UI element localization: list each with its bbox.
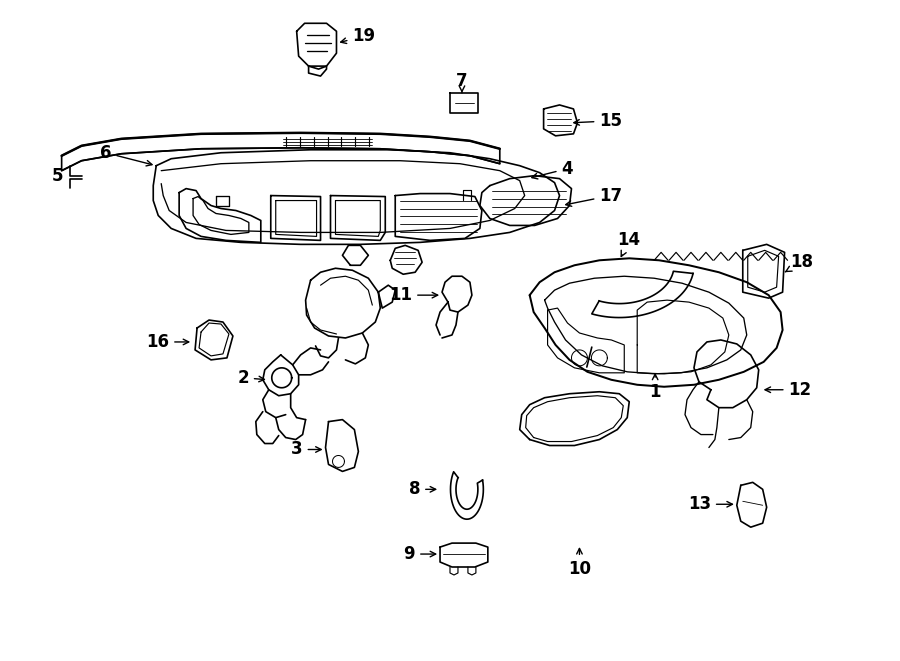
Polygon shape <box>480 176 572 225</box>
Text: 10: 10 <box>568 549 591 578</box>
Polygon shape <box>343 245 368 265</box>
Polygon shape <box>326 420 358 471</box>
Polygon shape <box>330 196 385 241</box>
Text: 5: 5 <box>52 167 63 184</box>
Polygon shape <box>592 271 693 317</box>
Polygon shape <box>451 472 483 519</box>
Polygon shape <box>391 245 422 274</box>
Polygon shape <box>216 196 229 206</box>
Polygon shape <box>544 105 578 136</box>
Polygon shape <box>61 133 500 171</box>
Polygon shape <box>694 340 759 408</box>
Text: 14: 14 <box>617 231 641 256</box>
Polygon shape <box>440 543 488 567</box>
Text: 4: 4 <box>532 160 573 179</box>
Text: 6: 6 <box>100 143 152 166</box>
Polygon shape <box>306 268 381 338</box>
Polygon shape <box>519 392 629 446</box>
Text: 15: 15 <box>574 112 623 130</box>
Polygon shape <box>378 285 395 308</box>
Polygon shape <box>450 93 478 113</box>
Polygon shape <box>153 150 560 245</box>
Text: 7: 7 <box>456 72 468 93</box>
Text: 1: 1 <box>650 374 661 401</box>
Text: 16: 16 <box>146 333 189 351</box>
Text: 2: 2 <box>238 369 265 387</box>
Polygon shape <box>309 66 327 76</box>
Polygon shape <box>530 258 783 387</box>
Text: 19: 19 <box>341 27 375 45</box>
Text: 17: 17 <box>566 186 623 206</box>
Text: 3: 3 <box>291 440 321 459</box>
Polygon shape <box>442 276 472 312</box>
Polygon shape <box>637 300 729 374</box>
Polygon shape <box>263 355 299 396</box>
Polygon shape <box>547 308 625 373</box>
Polygon shape <box>297 23 337 69</box>
Polygon shape <box>395 194 482 241</box>
Text: 13: 13 <box>688 495 733 514</box>
Text: 12: 12 <box>765 381 812 399</box>
Text: 9: 9 <box>403 545 436 563</box>
Polygon shape <box>195 320 233 360</box>
Polygon shape <box>742 245 785 298</box>
Text: 8: 8 <box>409 481 436 498</box>
Polygon shape <box>271 196 320 241</box>
Text: 18: 18 <box>786 253 814 272</box>
Polygon shape <box>737 483 767 527</box>
Text: 11: 11 <box>389 286 437 304</box>
Polygon shape <box>179 188 261 243</box>
